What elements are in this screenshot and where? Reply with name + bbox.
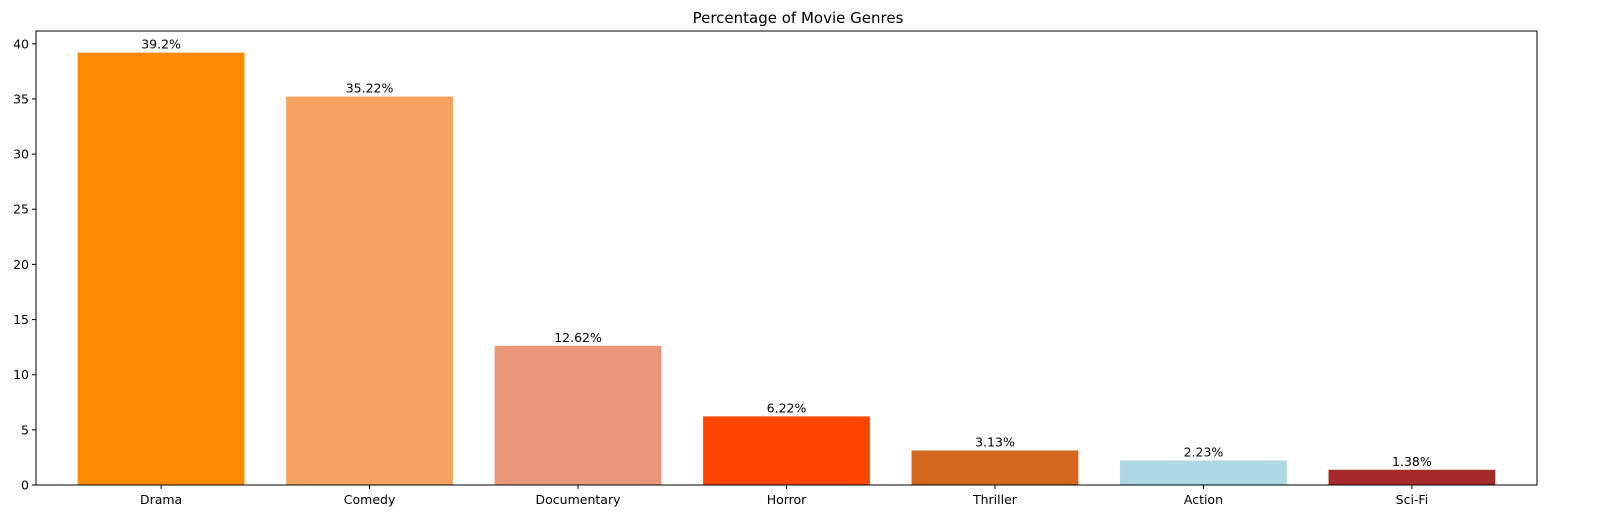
bar-comedy bbox=[286, 96, 453, 485]
x-tick-label: Comedy bbox=[344, 492, 396, 507]
bar-documentary bbox=[494, 345, 662, 485]
bar-thriller bbox=[911, 450, 1079, 485]
bars-layer bbox=[77, 52, 1496, 485]
bar-horror bbox=[703, 416, 870, 485]
data-labels-layer: 39.2% 35.22% 12.62% 6.22% 3.13% 2.23% 1.38% bbox=[141, 37, 1432, 469]
plot-frame bbox=[35, 30, 1538, 486]
bar-sci-fi bbox=[1328, 469, 1496, 485]
x-tick-label: Documentary bbox=[536, 492, 622, 507]
x-tick-label: Horror bbox=[767, 492, 807, 507]
y-tick-label: 40 bbox=[13, 36, 29, 51]
data-label: 3.13% bbox=[975, 434, 1015, 449]
bar-drama bbox=[77, 52, 245, 485]
data-label: 6.22% bbox=[767, 400, 807, 415]
x-tick-label: Drama bbox=[140, 492, 182, 507]
y-tick-label: 20 bbox=[13, 257, 29, 272]
x-tick-label: Action bbox=[1184, 492, 1223, 507]
x-tick-label: Sci-Fi bbox=[1396, 492, 1429, 507]
data-label: 2.23% bbox=[1184, 444, 1224, 459]
data-label: 12.62% bbox=[554, 330, 602, 345]
y-tick-label: 15 bbox=[13, 312, 29, 327]
y-axis: 0 5 10 15 20 25 30 35 40 bbox=[13, 36, 36, 493]
y-tick-label: 10 bbox=[13, 367, 29, 382]
y-tick-label: 0 bbox=[21, 478, 29, 493]
x-axis: Drama Comedy Documentary Horror Thriller Acti… bbox=[140, 485, 1428, 507]
y-tick-label: 35 bbox=[13, 91, 29, 106]
y-tick-label: 25 bbox=[13, 202, 29, 217]
y-tick-label: 5 bbox=[21, 422, 29, 437]
chart-title: Percentage of Movie Genres bbox=[693, 9, 904, 27]
y-tick-label: 30 bbox=[13, 147, 29, 162]
x-tick-label: Thriller bbox=[972, 492, 1018, 507]
data-label: 35.22% bbox=[346, 81, 394, 96]
data-label: 39.2% bbox=[141, 37, 181, 52]
data-label: 1.38% bbox=[1392, 454, 1432, 469]
bar-action bbox=[1120, 460, 1287, 485]
